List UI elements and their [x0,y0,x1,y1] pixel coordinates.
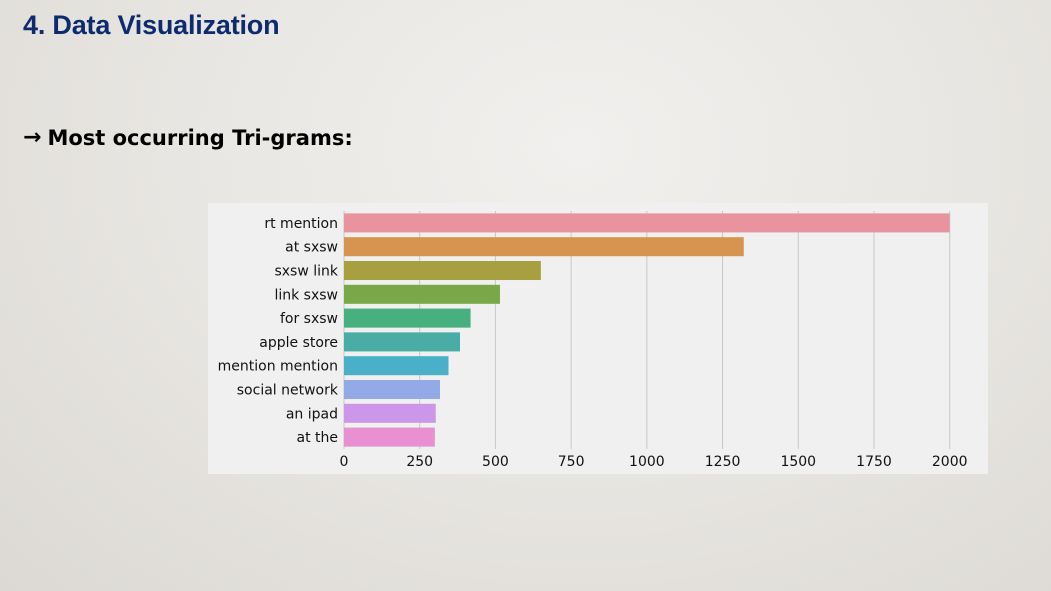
x-tick-label-5: 1250 [705,454,741,470]
x-tick-label-2: 500 [482,454,509,470]
x-tick-label-7: 1750 [856,454,892,470]
category-label-7: social network [237,383,339,399]
x-tick-label-0: 0 [340,454,349,470]
x-tick-label-4: 1000 [629,454,665,470]
bar-0 [344,213,950,233]
right-arrow-icon: → [23,125,42,150]
category-label-6: mention mention [218,359,338,375]
category-label-9: at the [297,430,339,446]
subtitle-text: Most occurring Tri-grams: [47,125,353,150]
category-label-0: rt mention [264,216,338,232]
bar-9 [344,427,435,447]
category-label-4: for sxsw [280,311,338,327]
bar-7 [344,379,441,400]
bar-4 [344,308,471,328]
trigram-bar-chart: rt mention at sxsw sxsw link link sxsw for s… [218,211,968,470]
x-tick-label-3: 750 [558,454,585,470]
bar-1 [344,237,744,257]
category-label-8: an ipad [286,406,338,422]
bar-2 [344,260,541,281]
category-label-5: apple store [259,335,338,351]
bar-6 [344,356,449,376]
category-label-3: link sxsw [274,287,338,303]
trigram-chart-panel: rt mention at sxsw sxsw link link sxsw for s… [208,203,988,474]
x-tick-label-1: 250 [406,454,433,470]
category-label-2: sxsw link [274,264,338,280]
bar-5 [344,332,460,352]
bar-3 [344,284,500,304]
category-label-1: at sxsw [285,240,338,256]
x-tick-label-8: 2000 [932,454,968,470]
x-tick-label-6: 1500 [780,454,816,470]
section-subtitle: → Most occurring Tri-grams: [23,125,353,150]
slide-title: 4. Data Visualization [23,10,280,40]
bar-8 [344,403,436,423]
